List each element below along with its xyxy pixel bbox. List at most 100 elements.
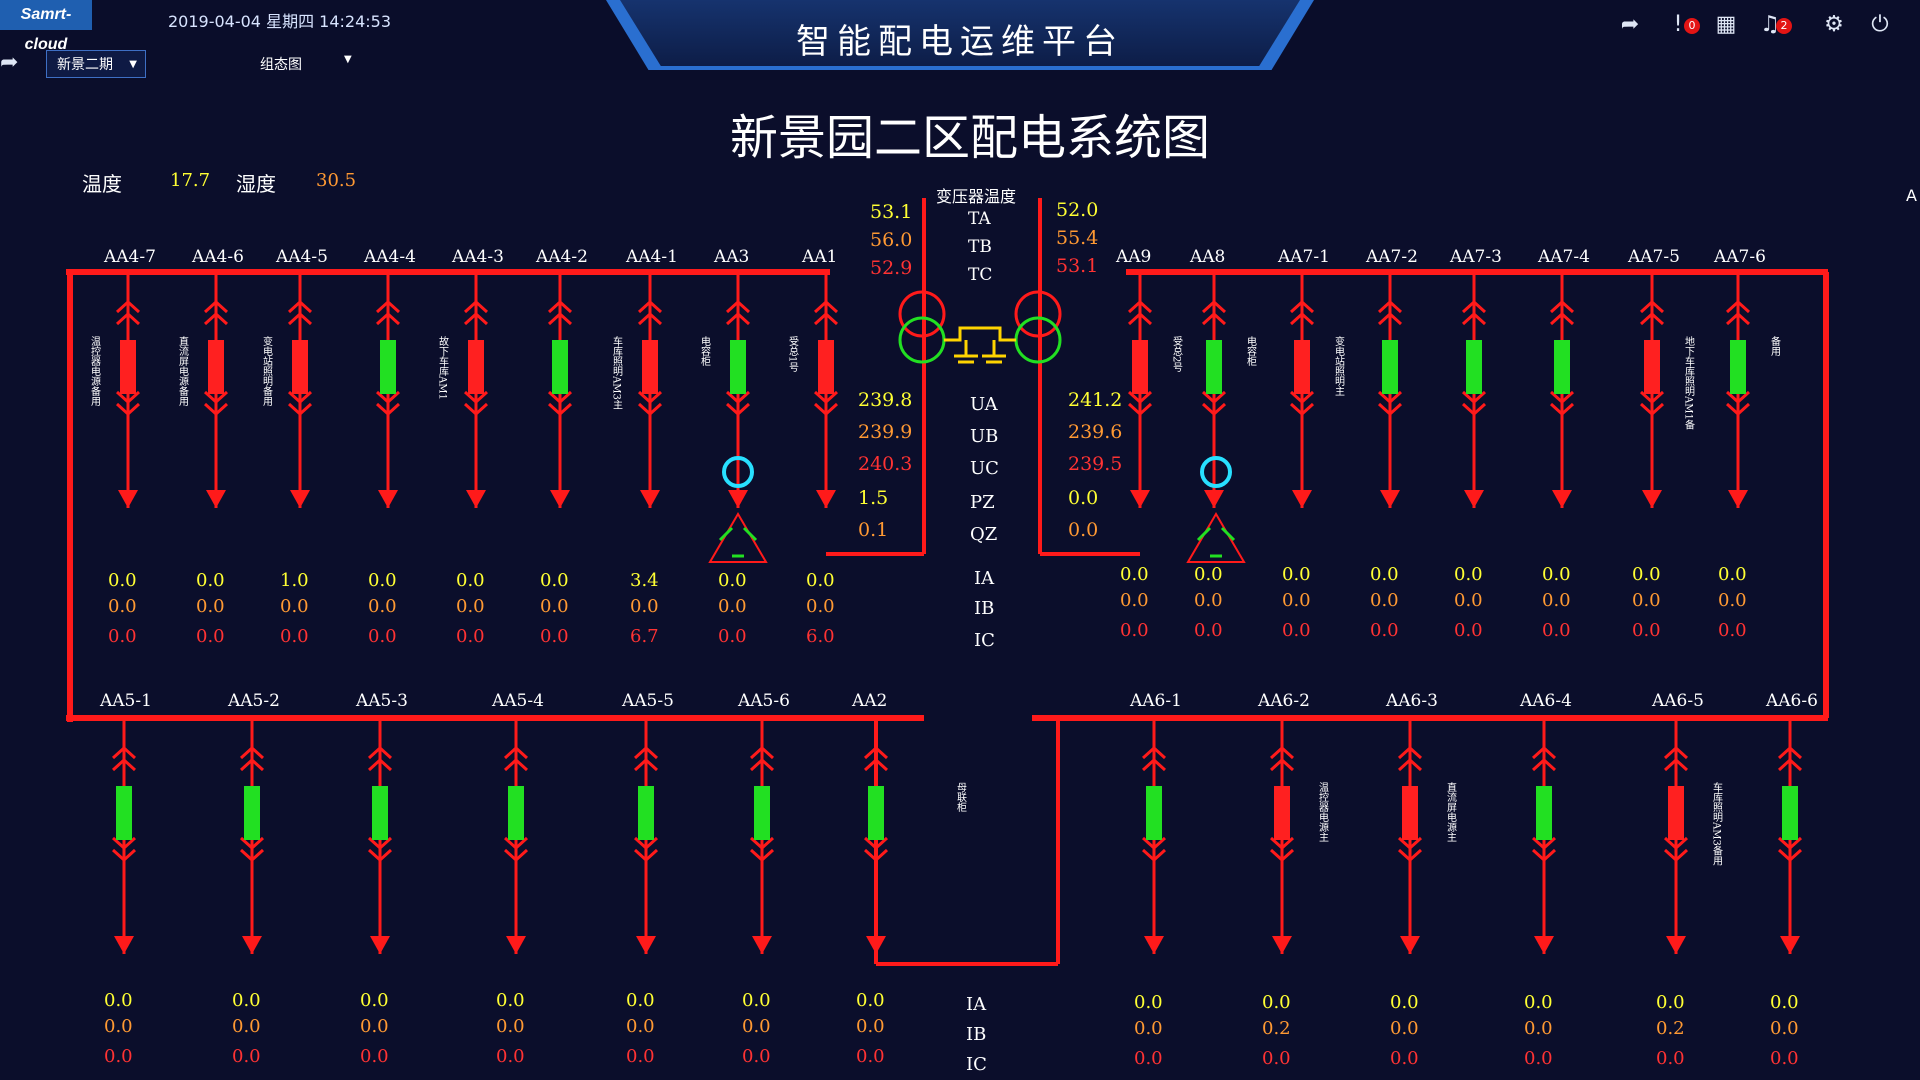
arrow-down-icon xyxy=(506,936,526,954)
breaker-status xyxy=(116,786,132,840)
breaker-status xyxy=(642,340,658,394)
chevron-down-icon: ▼ xyxy=(129,59,137,70)
feeder-aa2[interactable]: 母联柜 xyxy=(863,718,967,954)
calendar-icon[interactable]: ▦ xyxy=(1715,12,1737,37)
feeder-aa5-2[interactable] xyxy=(239,718,265,954)
current-ia-value: 0.0 xyxy=(540,570,569,591)
feeder-description: 直流屏电源备用 xyxy=(177,335,189,407)
feeder-aa6-5[interactable]: 车库照明AM3备用 xyxy=(1663,718,1723,954)
voltage-label: UA xyxy=(970,394,999,415)
feeder-aa7-6[interactable]: 备用 xyxy=(1725,272,1781,508)
current-ia-value: 0.0 xyxy=(1262,992,1291,1013)
current-ia-value: 0.0 xyxy=(1454,564,1483,585)
current-ib-value: 0.2 xyxy=(1262,1018,1291,1039)
feeder-aa4-1[interactable]: 车库照明AM3主 xyxy=(611,272,663,508)
feeder-aa3[interactable]: 电容柜 xyxy=(699,272,751,508)
feeder-aa5-3[interactable] xyxy=(367,718,393,954)
voltage-left: 239.9 xyxy=(858,421,912,443)
feeder-aa6-4[interactable] xyxy=(1531,718,1557,954)
chevron-down-icon[interactable]: ▼ xyxy=(344,54,352,65)
transformer-temp-left: 52.9 xyxy=(870,257,912,279)
power-icon[interactable]: ⏻ xyxy=(1871,12,1889,37)
current-label-upper: IB xyxy=(974,598,994,619)
current-ib-value: 0.0 xyxy=(1718,590,1747,611)
current-ic-value: 0.0 xyxy=(368,626,397,647)
breaker-status xyxy=(730,340,746,394)
current-ib-value: 0.0 xyxy=(108,596,137,617)
feeder-name: AA7-1 xyxy=(1277,247,1330,267)
current-ic-value: 0.0 xyxy=(1262,1048,1291,1069)
feeder-name: AA9 xyxy=(1115,247,1151,267)
arrow-down-icon xyxy=(1204,490,1224,508)
feeder-aa4-4[interactable] xyxy=(375,272,401,508)
feeder-description: 受总2号 xyxy=(1171,336,1183,373)
breaker-status xyxy=(292,340,308,394)
feeder-description: 直流屏电源主 xyxy=(1445,781,1457,842)
current-ib-value: 0.0 xyxy=(1370,590,1399,611)
current-label-lower: IB xyxy=(966,1024,986,1045)
view-select[interactable]: 组态图 xyxy=(260,57,302,73)
feeder-description: 电容柜 xyxy=(699,335,711,367)
bell-icon[interactable]: ♫ 2 xyxy=(1756,12,1792,38)
current-ic-value: 0.0 xyxy=(1282,620,1311,641)
current-ia-value: 0.0 xyxy=(1770,992,1799,1013)
feeder-aa6-1[interactable] xyxy=(1141,718,1167,954)
current-ia-value: 0.0 xyxy=(108,570,137,591)
feeder-aa7-2[interactable] xyxy=(1377,272,1403,508)
current-ib-value: 0.0 xyxy=(104,1016,133,1037)
feeder-aa1[interactable]: 受总1号 xyxy=(787,272,839,508)
feeder-aa5-4[interactable] xyxy=(503,718,529,954)
current-ib-value: 0.0 xyxy=(360,1016,389,1037)
breaker-status xyxy=(552,340,568,394)
breaker-status xyxy=(1132,340,1148,394)
feeder-aa4-6[interactable]: 直流屏电源备用 xyxy=(177,272,229,508)
transformer-temp-left: 56.0 xyxy=(870,229,912,251)
voltage-label: QZ xyxy=(970,524,997,545)
feeder-aa4-2[interactable] xyxy=(547,272,573,508)
feeder-description: 变电站照明主 xyxy=(1333,335,1345,396)
datetime-display: 2019-04-04 星期四 14:24:53 xyxy=(168,12,392,31)
feeder-aa7-3[interactable] xyxy=(1461,272,1487,508)
voltage-right: 0.0 xyxy=(1068,487,1098,509)
current-ic-value: 0.0 xyxy=(1134,1048,1163,1069)
current-ib-value: 0.0 xyxy=(232,1016,261,1037)
feeder-aa9[interactable]: 受总2号 xyxy=(1127,272,1183,508)
breaker-status xyxy=(508,786,524,840)
feeder-aa6-3[interactable]: 直流屏电源主 xyxy=(1397,718,1457,954)
feeder-aa5-5[interactable] xyxy=(633,718,659,954)
current-ib-value: 0.0 xyxy=(1454,590,1483,611)
current-label-upper: IA xyxy=(974,568,995,589)
site-select[interactable]: 新景二期 ▼ xyxy=(46,50,146,78)
share-icon[interactable]: ➦ xyxy=(1620,12,1640,37)
current-ia-value: 1.0 xyxy=(280,570,309,591)
feeder-aa6-2[interactable]: 温控器电源主 xyxy=(1269,718,1329,954)
arrow-down-icon xyxy=(1380,490,1400,508)
breaker-status xyxy=(1382,340,1398,394)
arrow-down-icon xyxy=(206,490,226,508)
gear-icon[interactable]: ⚙ xyxy=(1824,12,1844,37)
brand-logo: Samrt-cloud xyxy=(0,0,92,53)
feeder-name: AA1 xyxy=(801,247,837,267)
current-ib-value: 0.2 xyxy=(1656,1018,1685,1039)
back-share-icon[interactable]: ➦ xyxy=(0,50,19,75)
feeder-aa5-6[interactable] xyxy=(749,718,775,954)
feeder-aa7-5[interactable]: 地下车库照明AM1备 xyxy=(1639,272,1695,508)
feeder-description: 车库照明AM3备用 xyxy=(1711,781,1723,867)
feeder-name: AA5-2 xyxy=(227,691,280,711)
feeder-aa4-7[interactable]: 温控器电源备用 xyxy=(89,272,141,508)
voltage-left: 239.8 xyxy=(858,389,912,411)
current-ib-value: 0.0 xyxy=(1194,590,1223,611)
breaker-status xyxy=(208,340,224,394)
voltage-right: 241.2 xyxy=(1068,389,1122,411)
feeder-aa8[interactable]: 电容柜 xyxy=(1201,272,1257,508)
edge-label: A xyxy=(1906,186,1917,205)
feeder-aa5-1[interactable] xyxy=(111,718,137,954)
feeder-aa4-3[interactable]: 故下车库AM1 xyxy=(437,272,489,508)
feeder-aa7-4[interactable] xyxy=(1549,272,1575,508)
capacitor-bank-icon xyxy=(708,456,768,563)
feeder-aa7-1[interactable]: 变电站照明主 xyxy=(1289,272,1345,508)
feeder-aa4-5[interactable]: 变电站照明备用 xyxy=(261,272,313,508)
feeder-aa6-6[interactable] xyxy=(1777,718,1803,954)
alarm-icon[interactable]: ! 0 xyxy=(1664,12,1700,38)
current-ib-value: 0.0 xyxy=(1120,590,1149,611)
